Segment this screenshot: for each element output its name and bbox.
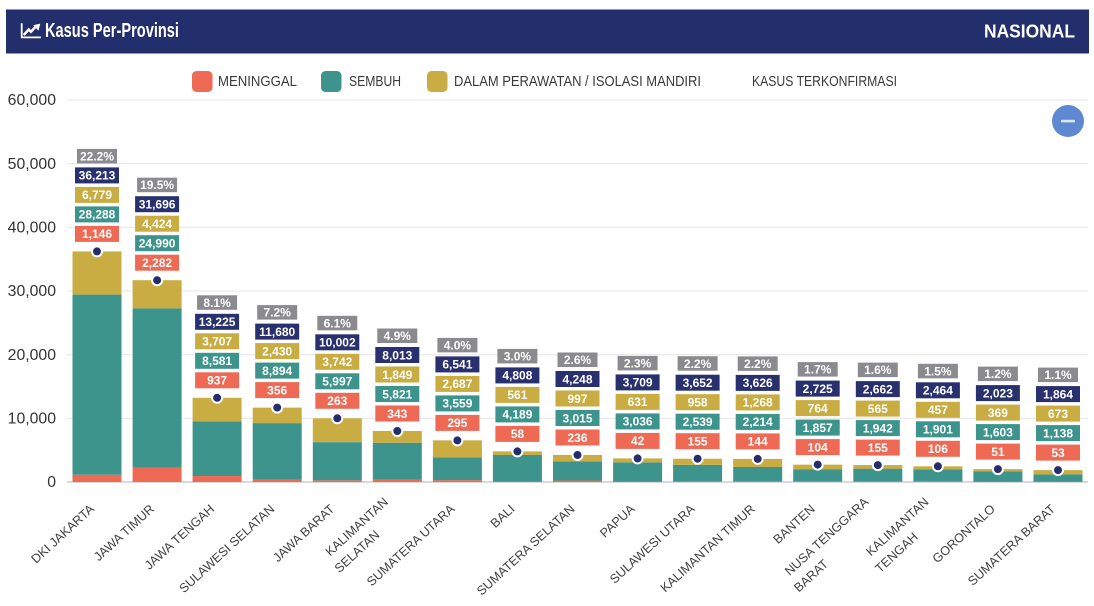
svg-text:295: 295 xyxy=(447,416,467,430)
svg-text:51: 51 xyxy=(991,445,1005,459)
svg-text:1,901: 1,901 xyxy=(923,423,953,437)
svg-text:561: 561 xyxy=(507,388,527,402)
svg-text:4,808: 4,808 xyxy=(502,369,532,383)
svg-text:937: 937 xyxy=(207,374,227,388)
svg-text:3,652: 3,652 xyxy=(683,376,713,390)
svg-text:2,687: 2,687 xyxy=(442,377,472,391)
svg-text:673: 673 xyxy=(1048,407,1068,421)
svg-text:SEMBUH: SEMBUH xyxy=(349,74,401,90)
svg-text:1,603: 1,603 xyxy=(983,425,1013,439)
svg-text:356: 356 xyxy=(267,383,287,397)
svg-text:3,709: 3,709 xyxy=(623,376,653,390)
svg-text:1.2%: 1.2% xyxy=(984,367,1012,381)
svg-text:1,942: 1,942 xyxy=(863,421,893,435)
svg-text:764: 764 xyxy=(808,401,828,415)
svg-text:53: 53 xyxy=(1051,446,1065,460)
svg-text:2.3%: 2.3% xyxy=(624,356,652,370)
svg-text:1,864: 1,864 xyxy=(1043,387,1073,401)
svg-text:2,282: 2,282 xyxy=(142,256,172,270)
svg-text:343: 343 xyxy=(387,407,407,421)
svg-text:5,821: 5,821 xyxy=(382,387,412,401)
svg-text:2,023: 2,023 xyxy=(983,386,1013,400)
svg-text:2,214: 2,214 xyxy=(743,415,773,429)
svg-text:2,464: 2,464 xyxy=(923,384,953,398)
svg-text:4,189: 4,189 xyxy=(502,408,532,422)
svg-text:1,849: 1,849 xyxy=(382,368,412,382)
svg-text:1.5%: 1.5% xyxy=(924,364,952,378)
svg-text:5,997: 5,997 xyxy=(322,375,352,389)
svg-text:104: 104 xyxy=(808,440,828,454)
svg-text:565: 565 xyxy=(868,402,888,416)
svg-text:2.2%: 2.2% xyxy=(684,357,712,371)
svg-text:42: 42 xyxy=(631,434,645,448)
svg-text:6,541: 6,541 xyxy=(442,358,472,372)
svg-text:1.7%: 1.7% xyxy=(804,363,832,377)
svg-text:8,581: 8,581 xyxy=(202,354,232,368)
svg-text:2.6%: 2.6% xyxy=(564,353,592,367)
svg-text:19.5%: 19.5% xyxy=(140,178,174,192)
svg-text:NASIONAL: NASIONAL xyxy=(984,21,1075,42)
svg-text:58: 58 xyxy=(511,427,525,441)
svg-text:3,742: 3,742 xyxy=(322,355,352,369)
svg-text:20,000: 20,000 xyxy=(8,347,57,364)
svg-text:24,990: 24,990 xyxy=(139,237,176,251)
svg-text:8,013: 8,013 xyxy=(382,348,412,362)
svg-text:50,000: 50,000 xyxy=(8,156,57,173)
svg-text:3,015: 3,015 xyxy=(562,411,592,425)
svg-text:4.9%: 4.9% xyxy=(384,329,412,343)
svg-text:3,036: 3,036 xyxy=(623,415,653,429)
svg-text:2,539: 2,539 xyxy=(683,415,713,429)
svg-text:2,725: 2,725 xyxy=(803,382,833,396)
svg-text:1.1%: 1.1% xyxy=(1044,368,1072,382)
svg-text:3,707: 3,707 xyxy=(202,335,232,349)
svg-text:6.1%: 6.1% xyxy=(324,316,352,330)
svg-text:155: 155 xyxy=(868,441,888,455)
svg-text:457: 457 xyxy=(928,403,948,417)
svg-text:8,894: 8,894 xyxy=(262,364,292,378)
svg-text:3,559: 3,559 xyxy=(442,397,472,411)
svg-text:1,268: 1,268 xyxy=(743,396,773,410)
svg-text:13,225: 13,225 xyxy=(199,315,236,329)
svg-text:0: 0 xyxy=(47,474,56,491)
svg-text:22.2%: 22.2% xyxy=(80,150,114,164)
svg-text:31,696: 31,696 xyxy=(139,198,176,212)
svg-text:10,002: 10,002 xyxy=(319,336,356,350)
svg-text:2.2%: 2.2% xyxy=(744,357,772,371)
svg-text:3.0%: 3.0% xyxy=(504,349,532,363)
svg-text:40,000: 40,000 xyxy=(8,220,57,237)
svg-text:997: 997 xyxy=(567,392,587,406)
svg-text:MENINGGAL: MENINGGAL xyxy=(218,74,297,90)
svg-text:155: 155 xyxy=(688,435,708,449)
svg-text:30,000: 30,000 xyxy=(8,283,57,300)
svg-text:958: 958 xyxy=(688,396,708,410)
svg-text:10,000: 10,000 xyxy=(8,411,57,428)
svg-text:8.1%: 8.1% xyxy=(203,296,231,310)
svg-text:4.0%: 4.0% xyxy=(444,338,472,352)
svg-text:631: 631 xyxy=(628,395,648,409)
svg-text:1,146: 1,146 xyxy=(82,227,112,241)
svg-text:2,662: 2,662 xyxy=(863,382,893,396)
svg-text:3,626: 3,626 xyxy=(743,376,773,390)
svg-text:106: 106 xyxy=(928,442,948,456)
svg-text:1,138: 1,138 xyxy=(1043,426,1073,440)
svg-text:2,430: 2,430 xyxy=(262,344,292,358)
svg-text:7.2%: 7.2% xyxy=(264,306,292,320)
svg-text:6,779: 6,779 xyxy=(82,188,112,202)
svg-text:4,424: 4,424 xyxy=(142,217,172,231)
svg-text:28,288: 28,288 xyxy=(79,208,116,222)
svg-text:1,857: 1,857 xyxy=(803,421,833,435)
svg-text:1.6%: 1.6% xyxy=(864,363,892,377)
svg-text:KASUS TERKONFIRMASI: KASUS TERKONFIRMASI xyxy=(752,74,897,90)
svg-text:144: 144 xyxy=(748,435,768,449)
svg-text:36,213: 36,213 xyxy=(79,169,116,183)
svg-text:236: 236 xyxy=(567,431,587,445)
svg-text:4,248: 4,248 xyxy=(562,372,592,386)
svg-text:369: 369 xyxy=(988,406,1008,420)
svg-text:DALAM PERAWATAN / ISOLASI MAND: DALAM PERAWATAN / ISOLASI MANDIRI xyxy=(454,74,701,90)
svg-text:Kasus Per-Provinsi: Kasus Per-Provinsi xyxy=(45,20,179,42)
svg-text:263: 263 xyxy=(327,394,347,408)
svg-text:60,000: 60,000 xyxy=(8,92,57,109)
svg-text:11,680: 11,680 xyxy=(259,325,295,339)
